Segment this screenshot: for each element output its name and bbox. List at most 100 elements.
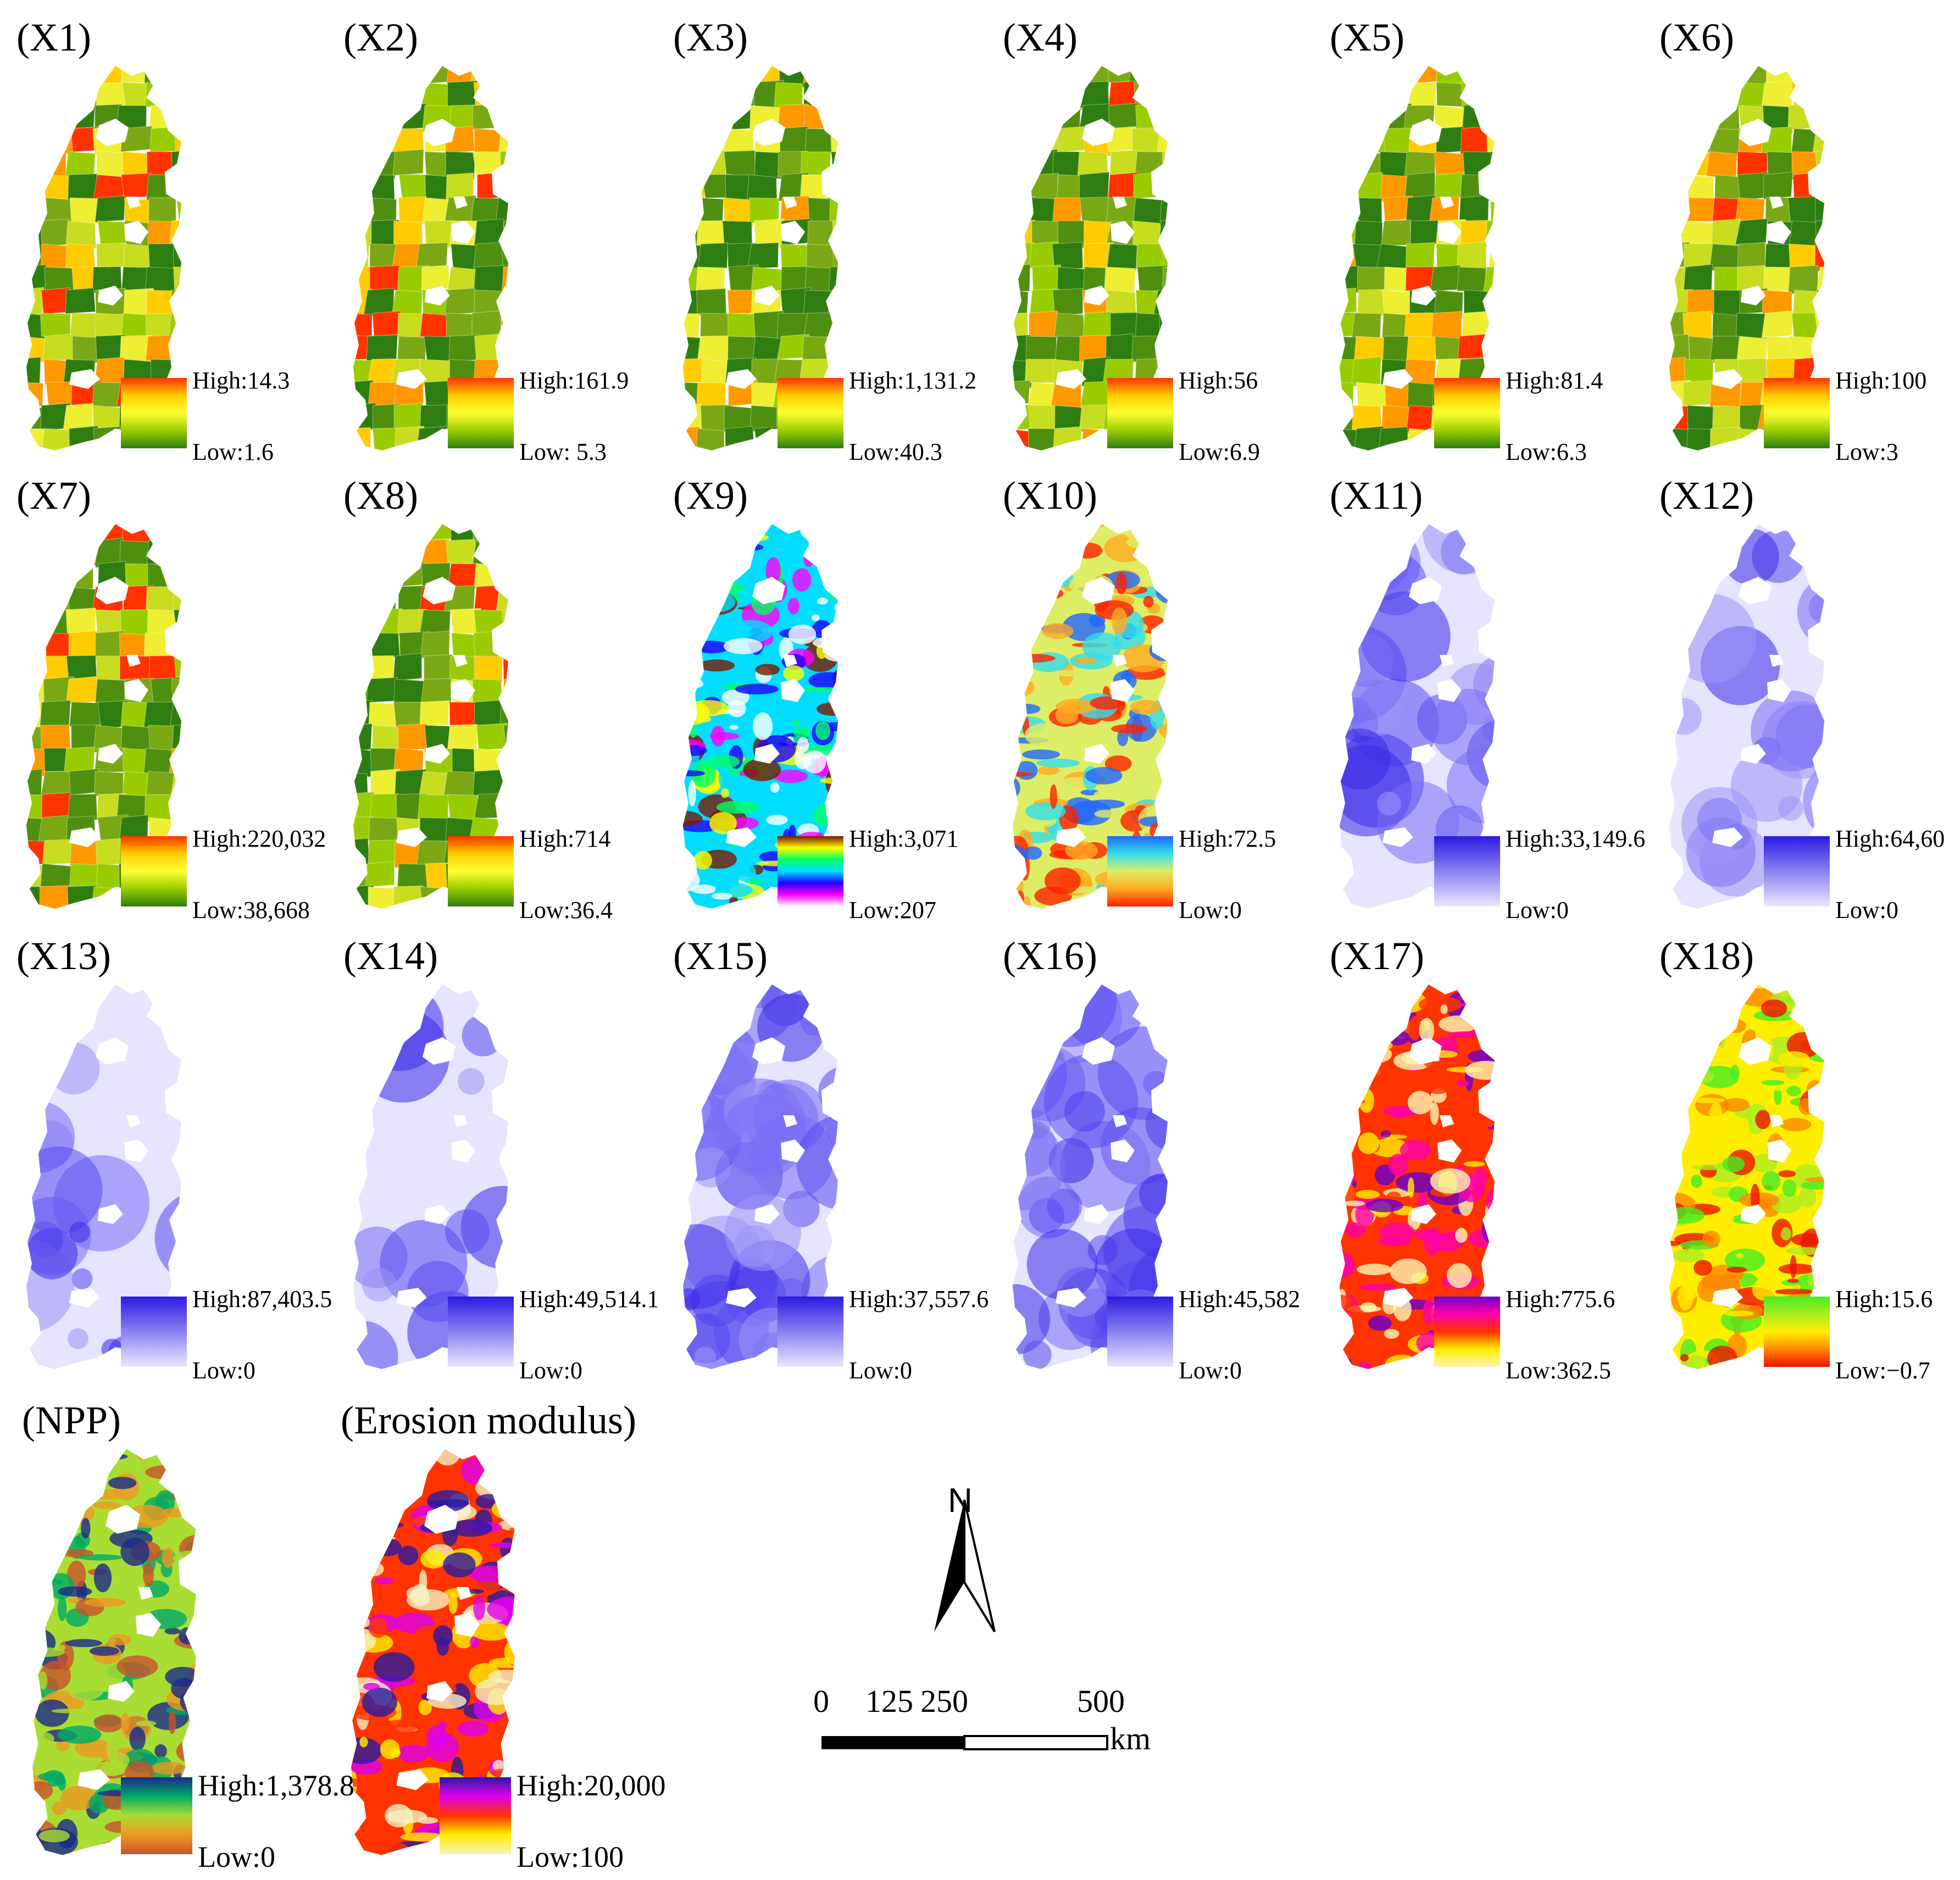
legend-high-label: High:14.3 [192,367,290,394]
legend-color-ramp [1764,836,1830,906]
province-map [1013,985,1168,1369]
scale-tick-125: 125 [865,1683,913,1719]
panel-title: (X5) [1330,15,1404,59]
legend-color-ramp [448,1297,514,1367]
panel-title: (NPP) [22,1398,121,1442]
panel-title: (X6) [1659,15,1734,59]
legend-color-ramp [1434,836,1500,906]
legend-low-label: Low:0 [1179,1357,1242,1384]
province-map [1669,524,1824,909]
legend-high-label: High:56 [1179,367,1258,394]
legend-high-label: High:3,071 [849,825,959,852]
panel-title: (X3) [673,15,748,59]
legend-low-label: Low:40.3 [849,438,942,465]
legend-high-label: High:714 [519,825,611,852]
legend-low-label: Low:0 [198,1840,275,1873]
panel-title: (X9) [673,474,748,518]
legend-color-ramp [778,836,843,906]
legend-color-ramp [121,1297,187,1367]
panel-title: (Erosion modulus) [341,1398,636,1442]
legend-low-label: Low:38,668 [192,897,310,924]
legend-low-label: Low:0 [1506,897,1569,924]
legend-high-label: High:45,582 [1179,1286,1301,1312]
legend-color-ramp [1107,378,1173,448]
scale-tick-0: 0 [813,1683,829,1719]
panel-title: (X17) [1330,934,1424,978]
legend-color-ramp [1434,378,1500,448]
legend-low-label: Low: 5.3 [519,438,607,465]
legend-high-label: High:81.4 [1506,367,1603,394]
legend-high-label: High:72.5 [1179,825,1276,852]
legend-high-label: High:33,149.6 [1506,825,1646,852]
province-map [1340,524,1495,909]
north-label: N [948,1482,973,1520]
legend-color-ramp [448,836,514,906]
legend-high-label: High:64,60 [1835,825,1945,852]
panel-title: (X15) [673,934,768,978]
panel-title: (X11) [1330,474,1423,518]
legend-color-ramp [1764,378,1830,448]
panel-title: (X12) [1659,474,1754,518]
panel-title: (X16) [1003,934,1097,978]
legend-high-label: High:1,378.8 [198,1769,355,1802]
panel-title: (X13) [16,934,111,978]
province-map [1669,66,1824,450]
legend-low-label: Low:−0.7 [1835,1357,1930,1384]
scale-tick-500: 500 [1077,1683,1125,1719]
legend-color-ramp [778,1297,843,1367]
legend-low-label: Low:6.9 [1179,438,1260,465]
legend-color-ramp [121,378,187,448]
north-arrow-icon [934,1499,996,1633]
province-map [26,524,181,909]
province-map [1669,985,1824,1369]
panel-title: (X2) [343,15,418,59]
legend-high-label: High:37,557.6 [849,1286,989,1312]
province-map [26,66,181,450]
panel-title: (X10) [1003,474,1097,518]
legend-high-label: High:775.6 [1506,1286,1615,1312]
province-map [353,66,508,450]
scale-unit: km [1110,1721,1151,1756]
legend-color-ramp [1764,1297,1830,1367]
legend-low-label: Low:3 [1835,438,1898,465]
legend-low-label: Low:0 [1835,897,1898,924]
legend-color-ramp [121,1777,192,1854]
legend-color-ramp [448,378,514,448]
legend-color-ramp [778,378,843,448]
scale-bar [821,1735,1108,1750]
legend-high-label: High:220,032 [192,825,326,852]
legend-high-label: High:15.6 [1835,1286,1933,1312]
legend-low-label: Low:207 [849,897,936,924]
legend-high-label: High:1,131.2 [849,367,977,394]
legend-color-ramp [1107,836,1173,906]
legend-low-label: Low:0 [519,1357,582,1384]
legend-high-label: High:87,403.5 [192,1286,332,1312]
panel-title: (X14) [343,934,438,978]
legend-color-ramp [440,1777,511,1854]
legend-low-label: Low:1.6 [192,438,274,465]
panel-title: (X7) [16,474,91,518]
legend-color-ramp [1434,1297,1500,1367]
legend-low-label: Low:36.4 [519,897,613,924]
legend-low-label: Low:0 [1179,897,1242,924]
scale-tick-250: 250 [920,1683,968,1719]
province-map [683,66,838,450]
panel-title: (X4) [1003,15,1078,59]
panel-title: (X8) [343,474,418,518]
legend-high-label: High:161.9 [519,367,629,394]
province-map [683,985,838,1369]
legend-low-label: Low:6.3 [1506,438,1587,465]
legend-high-label: High:49,514.1 [519,1286,659,1312]
legend-high-label: High:20,000 [517,1769,666,1802]
legend-high-label: High:100 [1835,367,1927,394]
province-map [26,985,181,1369]
panel-title: (X1) [16,15,91,59]
legend-color-ramp [1107,1297,1173,1367]
legend-low-label: Low:100 [517,1840,624,1873]
legend-low-label: Low:0 [192,1357,256,1384]
legend-low-label: Low:362.5 [1506,1357,1611,1384]
legend-low-label: Low:0 [849,1357,912,1384]
legend-color-ramp [121,836,187,906]
panel-title: (X18) [1659,934,1754,978]
